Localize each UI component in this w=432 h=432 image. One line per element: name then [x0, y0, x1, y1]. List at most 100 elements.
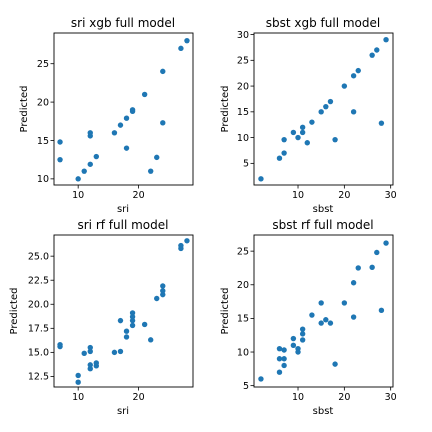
y-tick-label: 20 [37, 97, 49, 108]
x-axis-label: sbst [313, 204, 334, 215]
x-axis-label: sbst [313, 406, 334, 417]
data-point [355, 265, 361, 271]
data-point [117, 317, 124, 324]
data-point [290, 342, 297, 349]
panel-title: sri xgb full model [71, 16, 175, 30]
data-point [350, 109, 357, 115]
y-tick-label: 20.0 [28, 300, 49, 311]
data-point [75, 372, 81, 379]
data-point [57, 156, 63, 163]
data-point [341, 83, 348, 89]
panel-sri-rf: sri rf full model sri Predicted 10 20 12.5… [9, 218, 194, 417]
data-point [81, 168, 87, 174]
x-tick-label: 20 [133, 392, 145, 403]
data-point [141, 321, 148, 328]
data-points [258, 240, 389, 382]
plot-area-frame [53, 234, 194, 388]
data-point [123, 145, 130, 151]
data-point [323, 103, 329, 110]
x-tick-label: 10 [72, 392, 84, 403]
data-point [87, 348, 93, 355]
data-point [87, 362, 93, 368]
data-point [117, 348, 124, 355]
panel-sbst-rf: sbst rf full model sbst Predicted 10 20 30… [220, 218, 397, 417]
data-point [383, 240, 389, 246]
x-tick-label: 30 [385, 392, 397, 403]
data-point [276, 155, 283, 161]
data-point [160, 120, 166, 126]
data-points [258, 36, 389, 182]
data-point [332, 361, 338, 367]
y-tick-label: 15 [237, 314, 249, 325]
y-axis-label: Predicted [220, 288, 231, 335]
data-point [93, 360, 100, 366]
y-tick-label: 10 [237, 347, 249, 358]
data-point [281, 136, 287, 143]
data-point [299, 326, 306, 332]
data-point [309, 119, 315, 125]
y-tick-label: 15.0 [28, 348, 49, 359]
data-point [129, 310, 136, 316]
data-point [378, 120, 385, 126]
data-point [129, 317, 136, 324]
panel-title: sbst xgb full model [266, 16, 380, 30]
y-tick-label: 22.5 [28, 276, 49, 287]
y-tick-label: 25 [237, 246, 249, 257]
x-tick-label: 10 [72, 190, 84, 201]
data-point [299, 331, 306, 337]
data-point [184, 238, 190, 244]
data-point [276, 345, 283, 352]
x-tick-label: 20 [133, 190, 145, 201]
plot-area-frame [253, 234, 394, 388]
data-point [281, 347, 287, 353]
data-point [378, 307, 385, 314]
x-axis-label: sri [117, 204, 129, 215]
data-point [276, 356, 283, 362]
data-point [258, 176, 264, 182]
y-tick-label: 25 [37, 59, 49, 70]
data-point [87, 130, 93, 136]
data-point [141, 91, 148, 98]
y-tick-label: 5 [243, 381, 249, 392]
data-point [160, 288, 166, 294]
x-tick-label: 10 [292, 190, 304, 201]
data-point [75, 379, 81, 385]
x-tick-label: 10 [292, 392, 304, 403]
data-point [309, 312, 315, 318]
x-tick-label: 30 [385, 190, 397, 201]
x-axis-label: sri [117, 406, 129, 417]
y-tick-label: 30 [237, 30, 249, 41]
data-point [383, 36, 389, 43]
data-point [111, 130, 118, 136]
data-point [123, 328, 130, 334]
data-point [154, 154, 160, 161]
data-point [332, 136, 338, 143]
data-point [318, 300, 324, 306]
data-point [323, 317, 329, 323]
plot-area-frame [253, 32, 394, 186]
data-point [350, 73, 357, 79]
data-point [184, 37, 190, 44]
data-point [129, 322, 136, 329]
y-tick-label: 5 [243, 159, 249, 170]
x-tick-label: 20 [338, 392, 350, 403]
plot-area-frame [53, 32, 194, 186]
data-point [299, 337, 306, 343]
data-point [327, 320, 334, 326]
data-point [290, 335, 297, 342]
y-tick-label: 17.5 [28, 324, 49, 335]
data-point [304, 140, 310, 146]
data-point [87, 344, 93, 351]
data-point [129, 314, 136, 320]
data-point [341, 300, 348, 306]
data-point [160, 291, 166, 298]
data-point [87, 161, 93, 167]
data-point [93, 153, 100, 160]
data-point [178, 45, 184, 52]
data-point [160, 283, 166, 289]
data-point [281, 356, 287, 362]
data-point [355, 67, 361, 74]
y-tick-label: 10 [37, 174, 49, 185]
data-point [57, 341, 63, 348]
